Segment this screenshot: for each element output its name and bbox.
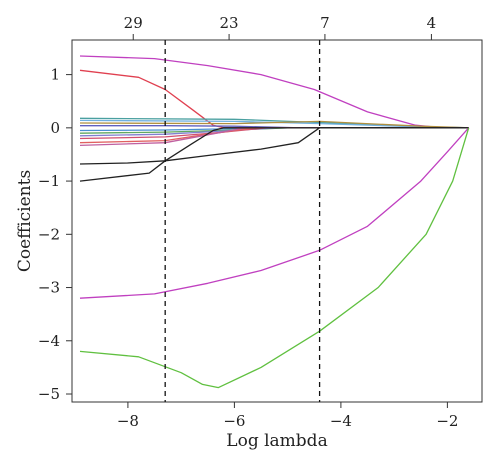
- y-tick-label: −2: [38, 225, 60, 243]
- series-lines: [79, 55, 470, 389]
- plot-area: [71, 39, 483, 403]
- coefficient-path-10: [79, 127, 469, 140]
- top-tick-label: 4: [427, 14, 437, 32]
- coefficient-path-13: [79, 127, 469, 182]
- y-tick-label: 1: [50, 66, 60, 84]
- y-tick-label: −3: [38, 279, 60, 297]
- y-tick-label: −5: [38, 385, 60, 403]
- x-tick-label: −4: [330, 412, 352, 430]
- y-axis: 1 0 −1 −2 −3 −4 −5: [38, 66, 72, 403]
- reference-lines: [164, 40, 321, 402]
- y-tick-label: 0: [50, 119, 60, 137]
- top-axis-variable-counts: 29 23 7 4: [124, 14, 437, 40]
- coefficient-path-15: [79, 127, 470, 299]
- x-tick-label: −2: [436, 412, 458, 430]
- y-tick-label: −4: [38, 332, 60, 350]
- plot-frame: [71, 39, 483, 403]
- top-tick-label: 23: [220, 14, 239, 32]
- coefficient-path-1: [79, 55, 469, 129]
- x-tick-label: −8: [117, 412, 139, 430]
- top-tick-label: 7: [320, 14, 330, 32]
- y-tick-label: −1: [38, 172, 60, 190]
- x-axis-title: Log lambda: [226, 431, 327, 451]
- top-tick-label: 29: [124, 14, 143, 32]
- x-axis: −8 −6 −4 −2: [117, 402, 458, 430]
- y-axis-title: Coefficients: [15, 170, 35, 272]
- coefficient-path-14: [79, 127, 469, 165]
- x-tick-label: −6: [223, 412, 245, 430]
- coefficient-path-16: [79, 127, 470, 389]
